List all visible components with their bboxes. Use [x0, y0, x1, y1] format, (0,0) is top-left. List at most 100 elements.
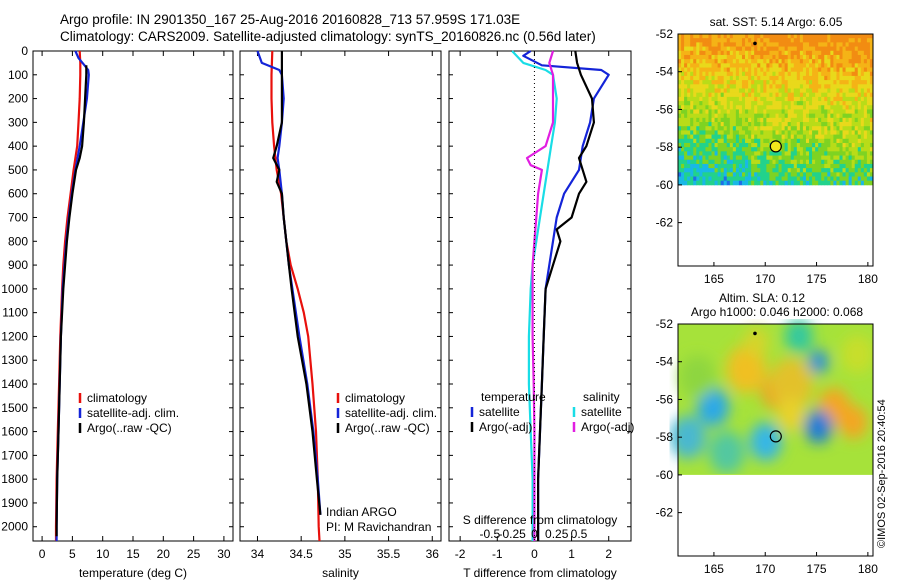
map-cell: [772, 117, 776, 123]
map-cell: [781, 63, 786, 68]
map-cell: [684, 151, 688, 156]
map-cell: [723, 71, 728, 77]
map-cell: [699, 42, 703, 47]
map-cell: [748, 38, 752, 43]
map-cell: [836, 71, 840, 77]
map-cell: [766, 134, 770, 140]
map-cell: [748, 159, 752, 165]
map-cell: [781, 180, 786, 186]
map-cell: [754, 50, 758, 56]
map-cell: [818, 117, 822, 123]
map-cell: [845, 96, 850, 102]
map-cell: [833, 59, 837, 64]
map-cell: [790, 151, 795, 156]
map-cell: [754, 71, 758, 77]
map-cell: [763, 168, 767, 173]
map-cell: [799, 122, 804, 127]
map-cell: [751, 63, 755, 68]
map-cell: [830, 46, 834, 52]
map-cell: [784, 46, 789, 52]
map-cell: [848, 109, 853, 115]
map-cell: [705, 71, 709, 77]
map-cell: [757, 34, 761, 39]
map-cell: [699, 147, 703, 152]
map-cell: [714, 105, 719, 110]
map-cell: [693, 84, 697, 89]
map-cell: [796, 38, 801, 43]
map-cell: [726, 122, 731, 127]
map-cell: [766, 147, 770, 152]
map-cell: [851, 92, 856, 98]
map-cell: [687, 113, 691, 119]
map-cell: [869, 180, 874, 186]
map-cell: [754, 159, 758, 165]
map-cell: [699, 92, 703, 98]
map-cell: [787, 105, 792, 110]
map-cell: [711, 105, 715, 110]
map-cell: [714, 122, 719, 127]
map-cell: [781, 67, 786, 73]
map-cell: [714, 180, 719, 186]
map-cell: [860, 117, 865, 123]
map-cell: [784, 142, 789, 148]
map-cell: [687, 75, 691, 81]
map-cell: [708, 71, 712, 77]
map-cell: [687, 126, 691, 131]
map-cell: [802, 172, 807, 177]
map-cell: [812, 42, 816, 47]
map-cell: [796, 172, 801, 177]
map-cell: [741, 96, 746, 102]
map-cell: [857, 88, 862, 94]
map-cell: [842, 172, 846, 177]
map-cell: [757, 80, 761, 85]
map-cell: [678, 54, 682, 60]
map-cell: [812, 134, 816, 140]
map-cell: [775, 46, 779, 52]
map-cell: [757, 159, 761, 165]
map-cell: [729, 138, 734, 144]
map-cell: [857, 155, 862, 161]
map-cell: [729, 134, 734, 140]
map-cell: [854, 113, 859, 119]
map-cell: [818, 126, 822, 131]
map-cell: [827, 101, 831, 106]
map-cell: [729, 172, 734, 177]
map-cell: [863, 88, 868, 94]
map-cell: [763, 67, 767, 73]
map-cell: [863, 54, 868, 60]
map-cell: [781, 113, 786, 119]
map-cell: [851, 101, 856, 106]
map-cell: [687, 176, 691, 182]
map-cell: [775, 88, 779, 94]
map-cell: [778, 130, 782, 135]
argo-position-marker: [769, 430, 782, 443]
map-cell: [833, 80, 837, 85]
map-cell: [690, 34, 694, 39]
map-cell: [732, 180, 737, 186]
map-cell: [821, 159, 825, 165]
map-cell: [741, 92, 746, 98]
map-cell: [802, 38, 807, 43]
map-cell: [815, 67, 819, 73]
map-cell: [848, 130, 853, 135]
map-cell: [787, 84, 792, 89]
map-cell: [705, 101, 709, 106]
map-cell: [842, 54, 846, 60]
map-cell: [748, 147, 752, 152]
map-cell: [760, 168, 764, 173]
map-cell: [726, 180, 731, 186]
map-cell: [769, 155, 773, 161]
map-cell: [818, 71, 822, 77]
map-cell: [812, 50, 816, 56]
map-cell: [827, 138, 831, 144]
map-cell: [830, 105, 834, 110]
x-tick-label: 175: [807, 562, 827, 576]
map-cell: [812, 67, 816, 73]
map-cell: [845, 105, 850, 110]
map-cell: [757, 46, 761, 52]
map-cell: [866, 63, 871, 68]
map-cell: [684, 155, 688, 161]
map-cell: [717, 130, 722, 135]
map-cell: [754, 59, 758, 64]
map-cell: [836, 50, 840, 56]
